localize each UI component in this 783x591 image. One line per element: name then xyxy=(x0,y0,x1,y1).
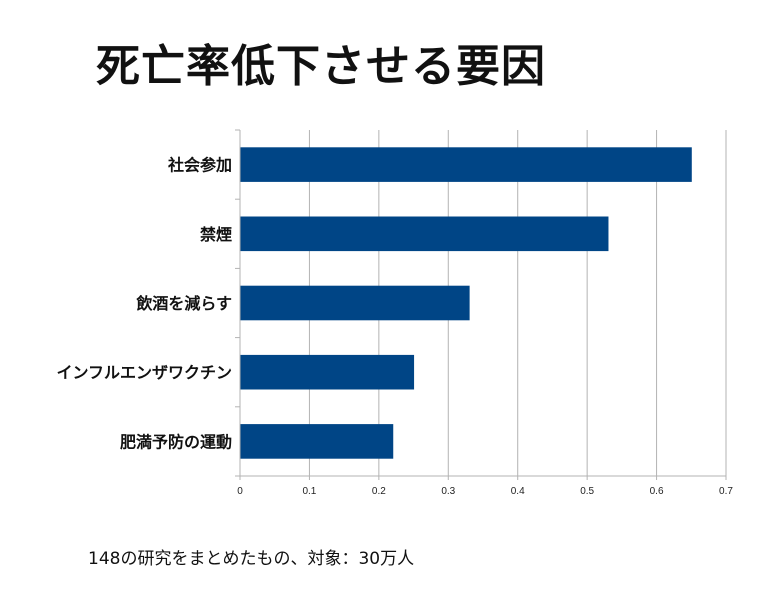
bars xyxy=(240,147,692,459)
tick-labels: 0 0.1 0.2 0.3 0.4 0.5 0.6 0.7 xyxy=(237,486,733,497)
x-tick-label: 0.3 xyxy=(441,486,455,497)
bar xyxy=(240,147,692,182)
x-tick-label: 0.2 xyxy=(372,486,386,497)
category-label: 飲酒を減らす xyxy=(135,294,232,313)
category-label: 禁煙 xyxy=(200,225,232,244)
x-tick-label: 0.7 xyxy=(719,486,733,497)
category-label: インフルエンザワクチン xyxy=(56,363,232,382)
x-tick-label: 0 xyxy=(237,486,243,497)
page-title: 死亡率低下させる要因 xyxy=(96,41,546,92)
x-tick-label: 0.4 xyxy=(511,486,525,497)
category-label: 肥満予防の運動 xyxy=(120,432,232,451)
x-tick-label: 0.5 xyxy=(580,486,594,497)
bar xyxy=(240,216,609,252)
category-label: 社会参加 xyxy=(167,156,232,175)
x-tick-label: 0.1 xyxy=(302,486,316,497)
axes xyxy=(235,129,726,477)
x-tick-label: 0.6 xyxy=(650,486,664,497)
bar xyxy=(240,285,470,321)
bar xyxy=(240,424,394,459)
source-note: 148の研究をまとめたもの、対象：30万人 xyxy=(88,549,415,569)
bar xyxy=(240,354,415,390)
